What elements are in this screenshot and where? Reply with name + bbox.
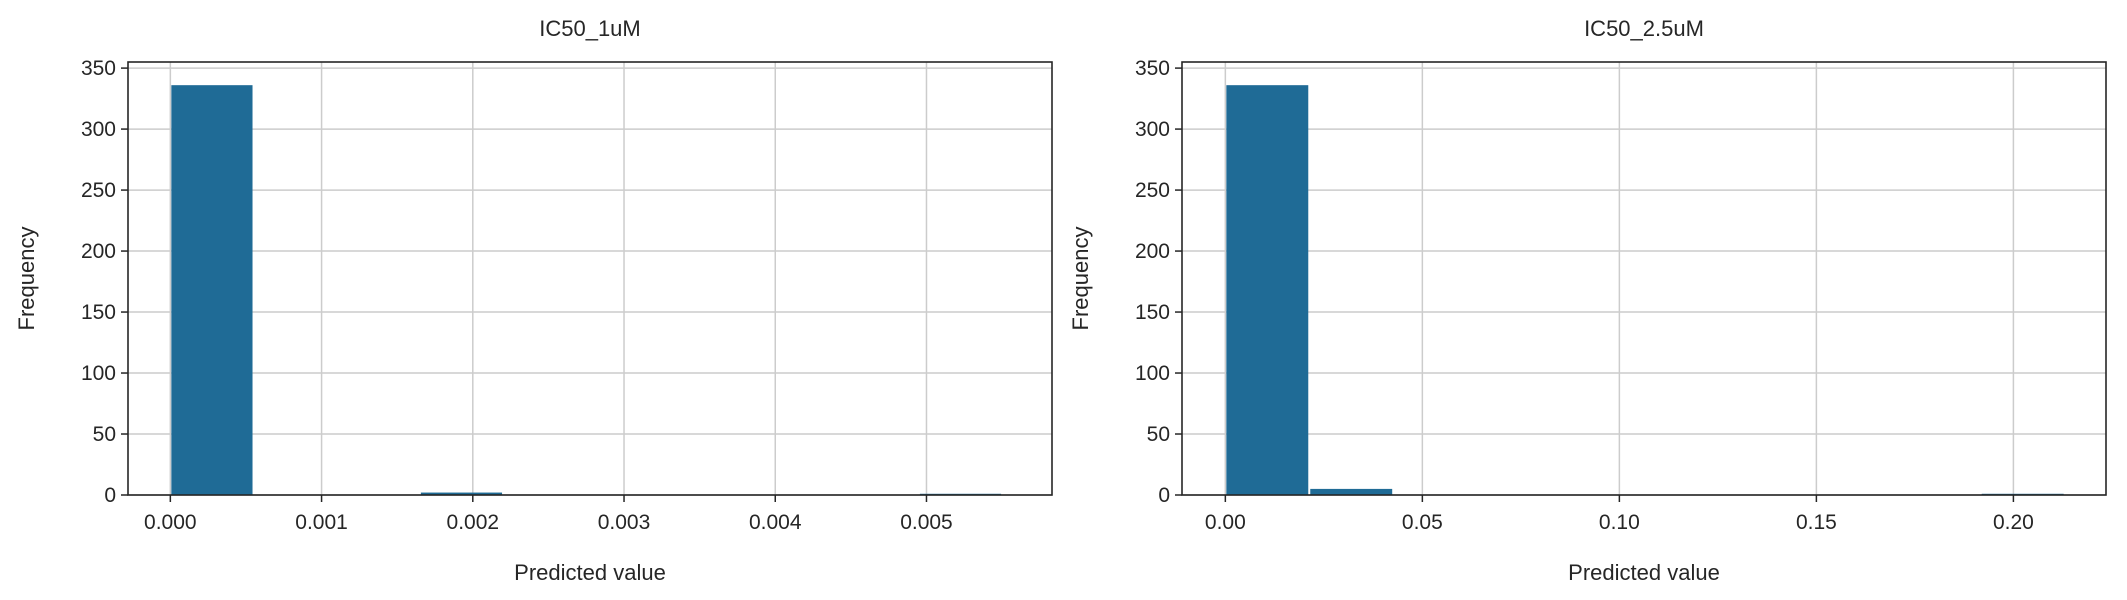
x-tick-label: 0.004 [749,511,802,534]
histogram-bar [1226,85,1309,495]
x-tick-label: 0.15 [1796,511,1837,534]
x-axis: 0.000 0.001 0.002 0.003 0.004 0.005 [144,495,953,534]
bars [1226,85,2064,496]
histogram-panel-1: 0.000 0.001 0.002 0.003 0.004 0.005 0 50 100 150 2… [14,16,1053,585]
plot-frame [127,61,1053,496]
y-tick-label: 200 [81,240,116,263]
y-axis-label: Frequency [14,227,39,331]
x-tick-label: 0.20 [1993,511,2034,534]
y-tick-label: 50 [93,423,116,446]
x-axis-label: Predicted value [1568,560,1720,585]
chart-title: IC50_1uM [539,16,641,41]
grid [128,62,1052,496]
plot-frame [1181,61,2107,496]
y-tick-label: 350 [81,57,116,80]
histogram-bar [420,492,503,495]
grid [1182,62,2106,496]
y-tick-label: 100 [81,362,116,385]
y-tick-label: 100 [1135,362,1170,385]
y-tick-label: 300 [81,118,116,141]
x-axis: 0.00 0.05 0.10 0.15 0.20 [1205,495,2034,534]
x-tick-label: 0.003 [598,511,651,534]
y-tick-label: 350 [1135,57,1170,80]
y-axis-label: Frequency [1068,227,1093,331]
y-tick-label: 150 [1135,301,1170,324]
y-axis: 0 50 100 150 200 250 300 350 [1135,57,1182,507]
x-tick-label: 0.10 [1599,511,1640,534]
y-tick-label: 200 [1135,240,1170,263]
y-tick-label: 150 [81,301,116,324]
y-tick-label: 0 [1158,484,1170,507]
x-axis-label: Predicted value [514,560,666,585]
histogram-bar [1310,488,1393,495]
histogram-bar [171,85,253,495]
chart-title: IC50_2.5uM [1584,16,1704,41]
y-tick-label: 0 [104,484,116,507]
x-tick-label: 0.001 [295,511,348,534]
y-tick-label: 300 [1135,118,1170,141]
x-tick-label: 0.05 [1402,511,1443,534]
x-tick-label: 0.000 [144,511,197,534]
y-tick-label: 250 [1135,179,1170,202]
y-tick-label: 250 [81,179,116,202]
x-tick-label: 0.002 [447,511,500,534]
y-axis: 0 50 100 150 200 250 300 350 [81,57,128,507]
x-tick-label: 0.005 [900,511,953,534]
y-tick-label: 50 [1147,423,1170,446]
histogram-panel-2: 0.00 0.05 0.10 0.15 0.20 0 50 100 150 200 250 300 35… [1068,16,2107,585]
x-tick-label: 0.00 [1205,511,1246,534]
